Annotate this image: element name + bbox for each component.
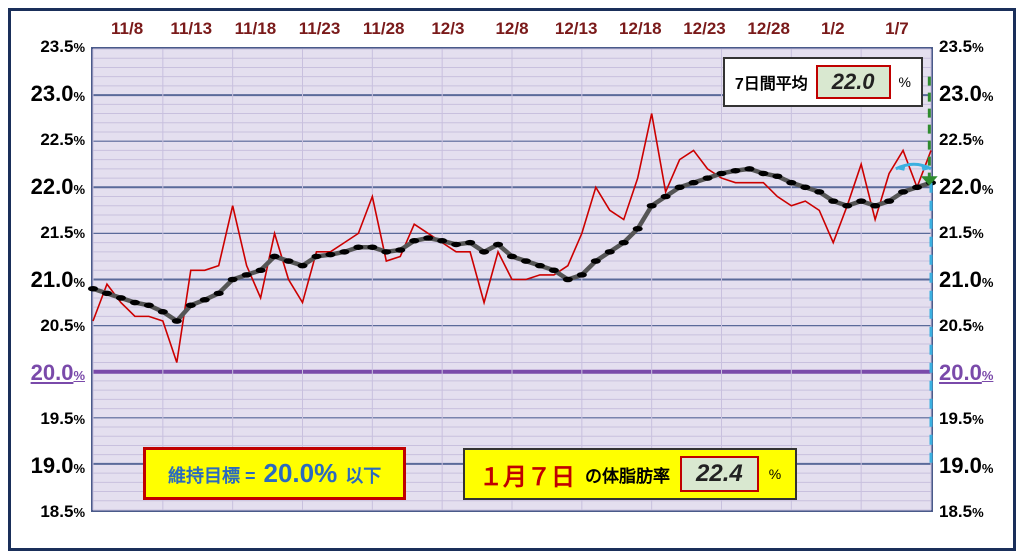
y-axis-left: 18.5%19.0%19.5%20.0%20.5%21.0%21.5%22.0%… [11, 47, 91, 512]
chart-container: 11/811/1311/1811/2311/2812/312/812/1312/… [8, 8, 1016, 551]
y-tick-label: 21.5% [939, 223, 984, 243]
y-tick-label: 21.0% [939, 267, 993, 293]
y-tick-label: 21.0% [31, 267, 85, 293]
current-date-box: １月７日 の体脂肪率 22.4 % [463, 448, 797, 500]
x-tick-label: 11/8 [95, 19, 159, 39]
y-tick-label: 18.5% [939, 502, 984, 522]
y-tick-label: 20.0% [939, 360, 993, 386]
y-tick-label: 22.0% [31, 174, 85, 200]
y-tick-label: 20.5% [40, 316, 85, 336]
seven-day-avg-unit: % [899, 74, 911, 90]
seven-day-avg-value: 22.0 [816, 65, 891, 99]
current-value: 22.4 [680, 456, 759, 492]
x-tick-label: 12/18 [608, 19, 672, 39]
y-tick-label: 19.5% [40, 409, 85, 429]
x-tick-label: 1/2 [801, 19, 865, 39]
x-tick-label: 11/18 [223, 19, 287, 39]
y-tick-label: 19.0% [31, 453, 85, 479]
goal-value: 20.0% [264, 458, 338, 489]
y-tick-label: 23.0% [31, 81, 85, 107]
x-tick-label: 12/28 [737, 19, 801, 39]
y-tick-label: 23.0% [939, 81, 993, 107]
y-tick-label: 23.5% [40, 37, 85, 57]
y-tick-label: 20.5% [939, 316, 984, 336]
x-tick-label: 12/3 [416, 19, 480, 39]
y-tick-label: 21.5% [40, 223, 85, 243]
seven-day-avg-label: 7日間平均 [735, 70, 808, 94]
x-tick-label: 11/23 [287, 19, 351, 39]
y-tick-label: 18.5% [40, 502, 85, 522]
x-axis-top: 11/811/1311/1811/2311/2812/312/812/1312/… [91, 11, 933, 47]
seven-day-avg-box: 7日間平均 22.0 % [723, 57, 923, 107]
y-tick-label: 23.5% [939, 37, 984, 57]
x-tick-label: 11/28 [352, 19, 416, 39]
x-tick-label: 12/13 [544, 19, 608, 39]
goal-label: 維持目標 = [168, 462, 256, 488]
y-tick-label: 19.0% [939, 453, 993, 479]
x-tick-label: 11/13 [159, 19, 223, 39]
goal-box: 維持目標 = 20.0% 以下 [143, 447, 406, 500]
current-unit: % [769, 466, 781, 482]
x-tick-label: 12/8 [480, 19, 544, 39]
plot-area: 7日間平均 22.0 % 維持目標 = 20.0% 以下 １月７日 の体脂肪率 … [91, 47, 933, 512]
goal-suffix: 以下 [345, 462, 381, 488]
y-tick-label: 19.5% [939, 409, 984, 429]
current-date: １月７日 [479, 457, 575, 492]
current-label: の体脂肪率 [585, 462, 670, 487]
x-tick-label: 1/7 [865, 19, 929, 39]
y-axis-right: 18.5%19.0%19.5%20.0%20.5%21.0%21.5%22.0%… [933, 47, 1013, 512]
x-tick-label: 12/23 [672, 19, 736, 39]
y-tick-label: 22.5% [939, 130, 984, 150]
y-tick-label: 22.0% [939, 174, 993, 200]
y-tick-label: 20.0% [31, 360, 85, 386]
plot-svg [93, 49, 931, 510]
y-tick-label: 22.5% [40, 130, 85, 150]
